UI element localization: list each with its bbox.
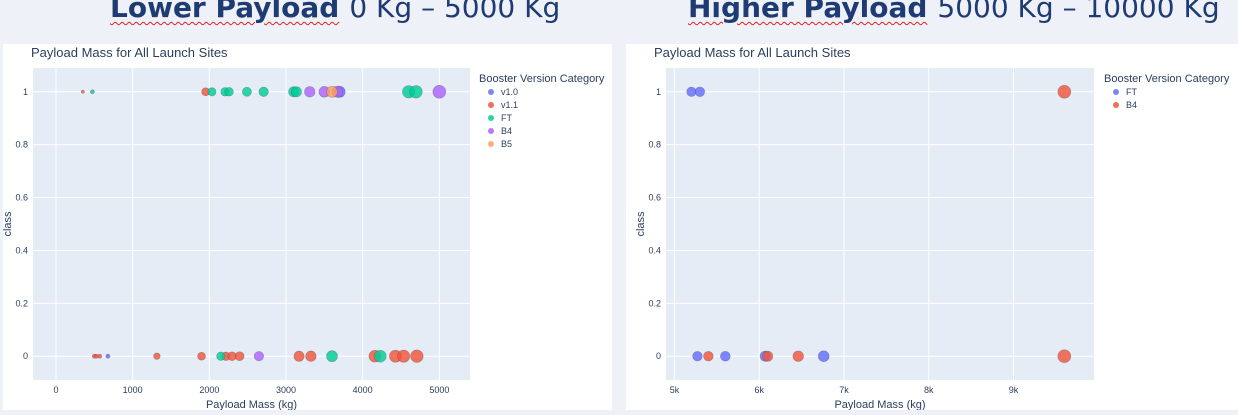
x-tick-label: 0 bbox=[53, 385, 58, 395]
data-point-FT bbox=[224, 87, 234, 97]
data-point-v1-1 bbox=[410, 349, 424, 363]
x-tick-label: 9k bbox=[1009, 385, 1019, 395]
x-tick-label: 3000 bbox=[276, 385, 296, 395]
lower-payload-heading: Lower Payload 0 Kg – 5000 Kg bbox=[110, 0, 560, 29]
data-point-B4 bbox=[253, 351, 264, 362]
lower-payload-heading-bold: Lower Payload bbox=[110, 0, 340, 24]
data-point-B4 bbox=[432, 84, 447, 99]
y-tick-label: 1 bbox=[23, 87, 28, 97]
data-point-FT bbox=[374, 349, 387, 363]
y-tick-label: 0.6 bbox=[648, 193, 661, 203]
higher-payload-heading-range: 5000 Kg – 10000 Kg bbox=[937, 0, 1220, 24]
data-point-v1-1 bbox=[97, 353, 103, 359]
legend-marker bbox=[1113, 89, 1119, 95]
data-point-B4 bbox=[304, 86, 316, 98]
legend-item-label: B4 bbox=[1126, 100, 1137, 110]
y-tick-label: 0 bbox=[656, 351, 661, 361]
data-point-FT bbox=[290, 86, 302, 98]
lower-payload-heading-range: 0 Kg – 5000 Kg bbox=[349, 0, 561, 24]
plot-area bbox=[33, 68, 470, 380]
y-tick-label: 0.2 bbox=[648, 298, 661, 308]
y-tick-label: 0.6 bbox=[15, 193, 28, 203]
legend-item-label: FT bbox=[1126, 87, 1137, 97]
data-point-B5 bbox=[326, 85, 338, 98]
x-tick-label: 8k bbox=[924, 385, 934, 395]
data-point-FT bbox=[207, 87, 217, 97]
data-point-B4 bbox=[762, 350, 774, 362]
legend-item-label: v1.1 bbox=[501, 100, 518, 110]
chart-panel-higher-payload: Payload Mass for All Launch Sites 5k 6k 7k 8… bbox=[626, 44, 1238, 411]
legend-item-label: FT bbox=[501, 113, 512, 123]
higher-payload-heading-bold: Higher Payload bbox=[688, 0, 928, 24]
y-tick-label: 0.4 bbox=[648, 245, 661, 255]
x-tick-label: 4000 bbox=[353, 385, 373, 395]
y-tick-label: 0.8 bbox=[15, 140, 28, 150]
data-point-v1-1 bbox=[80, 89, 85, 94]
x-axis-label: Payload Mass (kg) bbox=[206, 399, 297, 410]
data-point-B4 bbox=[1057, 349, 1072, 364]
data-point-FT bbox=[692, 351, 703, 362]
data-point-FT bbox=[326, 350, 338, 363]
legend-item-label: v1.0 bbox=[501, 87, 518, 97]
data-point-v1-1 bbox=[293, 350, 305, 362]
legend-marker bbox=[488, 102, 494, 108]
data-point-FT bbox=[817, 350, 830, 362]
y-tick-label: 0 bbox=[23, 351, 28, 361]
legend-marker bbox=[488, 141, 494, 147]
legend-marker bbox=[488, 89, 494, 95]
legend-marker bbox=[488, 115, 494, 121]
data-point-FT bbox=[90, 89, 95, 95]
higher-payload-heading: Higher Payload 5000 Kg – 10000 Kg bbox=[688, 0, 1220, 29]
data-point-v1-1 bbox=[397, 349, 411, 363]
data-point-FT bbox=[216, 351, 226, 361]
data-point-B4 bbox=[703, 351, 714, 362]
data-point-v1-1 bbox=[234, 351, 245, 362]
y-tick-label: 0.4 bbox=[15, 245, 28, 255]
y-tick-label: 1 bbox=[656, 87, 661, 97]
y-tick-label: 0.8 bbox=[648, 140, 661, 150]
x-tick-label: 1000 bbox=[123, 385, 143, 395]
scatter-chart-lower-payload[interactable]: Payload Mass for All Launch Sites 0 1000 20… bbox=[2, 44, 612, 411]
data-point-FT bbox=[242, 86, 252, 97]
data-point-B4 bbox=[1057, 84, 1072, 99]
chart-title: Payload Mass for All Launch Sites bbox=[31, 45, 228, 60]
scatter-chart-higher-payload[interactable]: Payload Mass for All Launch Sites 5k 6k 7k 8… bbox=[626, 44, 1238, 411]
y-axis-label: class bbox=[3, 211, 14, 237]
chart-panel-lower-payload: Payload Mass for All Launch Sites 0 1000 20… bbox=[2, 44, 612, 411]
legend-item-label: B4 bbox=[501, 126, 512, 136]
data-point-B4 bbox=[792, 350, 804, 362]
legend-item-label: B5 bbox=[501, 139, 512, 149]
data-point-v1-1 bbox=[197, 351, 206, 361]
x-tick-label: 5k bbox=[670, 385, 680, 395]
x-tick-label: 7k bbox=[839, 385, 849, 395]
data-point-FT bbox=[258, 86, 269, 97]
legend-marker bbox=[488, 128, 494, 134]
plot-area bbox=[666, 68, 1094, 380]
x-tick-label: 2000 bbox=[199, 385, 219, 395]
y-tick-label: 0.2 bbox=[15, 298, 28, 308]
chart-title: Payload Mass for All Launch Sites bbox=[654, 45, 851, 60]
x-tick-label: 5000 bbox=[429, 385, 449, 395]
data-point-v1-0 bbox=[105, 353, 111, 359]
data-point-v1-1 bbox=[153, 352, 161, 360]
y-axis-label: class bbox=[635, 211, 647, 237]
legend-title: Booster Version Category bbox=[1104, 73, 1230, 85]
x-axis-label: Payload Mass (kg) bbox=[834, 399, 925, 410]
legend-marker bbox=[1113, 102, 1119, 108]
data-point-FT bbox=[694, 86, 706, 97]
data-point-FT bbox=[720, 350, 731, 362]
data-point-FT bbox=[409, 85, 423, 99]
legend-title: Booster Version Category bbox=[479, 73, 605, 85]
data-point-v1-1 bbox=[305, 350, 317, 362]
x-tick-label: 6k bbox=[754, 385, 764, 395]
